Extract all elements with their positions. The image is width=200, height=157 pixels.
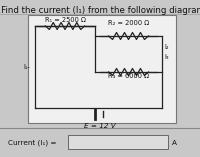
Text: A: A [172, 140, 177, 146]
Text: R₃ = 6000 Ω: R₃ = 6000 Ω [108, 73, 149, 79]
Bar [68, 135, 168, 149]
Text: R₂ = 2000 Ω: R₂ = 2000 Ω [108, 20, 149, 26]
Text: 1.Find the current (I₁) from the following diagram.: 1.Find the current (I₁) from the followi… [0, 6, 200, 15]
Text: E = 12 V: E = 12 V [84, 123, 116, 129]
Text: I₃: I₃ [164, 54, 168, 60]
Text: R₁ = 2500 Ω: R₁ = 2500 Ω [45, 17, 85, 23]
Text: I₂: I₂ [164, 44, 169, 50]
Text: Current (I₁) =: Current (I₁) = [8, 140, 57, 146]
Text: I₁-: I₁- [23, 64, 30, 70]
Bar [28, 15, 176, 123]
